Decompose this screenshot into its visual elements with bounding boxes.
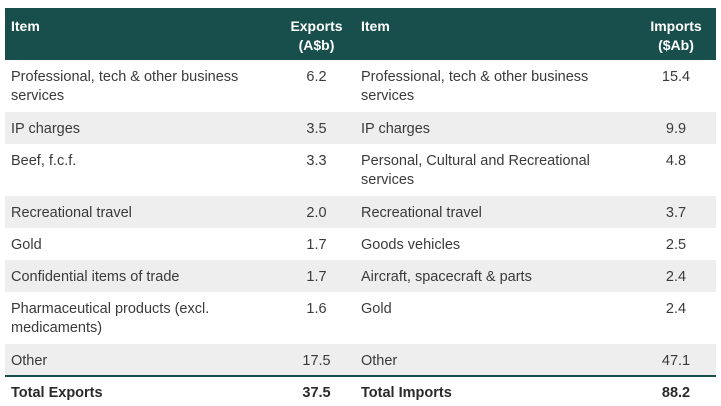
header-export-item: Item	[5, 8, 278, 60]
table-row: Pharmaceutical products (excl. medicamen…	[5, 292, 716, 344]
table-row: Recreational travel 2.0 Recreational tra…	[5, 196, 716, 228]
table-row: IP charges 3.5 IP charges 9.9	[5, 112, 716, 144]
import-item: Gold	[355, 292, 636, 344]
export-item: Professional, tech & other business serv…	[5, 60, 278, 112]
table-row: Confidential items of trade 1.7 Aircraft…	[5, 260, 716, 292]
trade-table-container: Item Exports (A$b) Item Imports ($Ab) Prof…	[5, 8, 716, 405]
import-value: 2.4	[636, 260, 716, 292]
import-value: 3.7	[636, 196, 716, 228]
import-value: 47.1	[636, 344, 716, 376]
export-value: 1.7	[278, 228, 355, 260]
export-value: 6.2	[278, 60, 355, 112]
export-item: Beef, f.c.f.	[5, 144, 278, 196]
total-imports-value: 88.2	[636, 375, 716, 405]
total-exports-value: 37.5	[278, 375, 355, 405]
table-row: Beef, f.c.f. 3.3 Personal, Cultural and …	[5, 144, 716, 196]
export-item: Pharmaceutical products (excl. medicamen…	[5, 292, 278, 344]
header-import-item: Item	[355, 8, 636, 60]
table-row: Gold 1.7 Goods vehicles 2.5	[5, 228, 716, 260]
export-item: Confidential items of trade	[5, 260, 278, 292]
total-exports-label: Total Exports	[5, 375, 278, 405]
export-value: 17.5	[278, 344, 355, 376]
header-row: Item Exports (A$b) Item Imports ($Ab)	[5, 8, 716, 60]
total-imports-label: Total Imports	[355, 375, 636, 405]
header-exports-unit: (A$b)	[298, 37, 335, 53]
import-item: Recreational travel	[355, 196, 636, 228]
export-item: IP charges	[5, 112, 278, 144]
import-item: Personal, Cultural and Recreational serv…	[355, 144, 636, 196]
import-item: IP charges	[355, 112, 636, 144]
header-imports-label: Imports	[650, 18, 702, 34]
export-value: 2.0	[278, 196, 355, 228]
import-value: 2.4	[636, 292, 716, 344]
export-value: 3.3	[278, 144, 355, 196]
header-exports: Exports (A$b)	[278, 8, 355, 60]
total-row: Total Exports 37.5 Total Imports 88.2	[5, 375, 716, 405]
table-row: Other 17.5 Other 47.1	[5, 344, 716, 376]
import-value: 9.9	[636, 112, 716, 144]
export-item: Gold	[5, 228, 278, 260]
trade-table: Item Exports (A$b) Item Imports ($Ab) Prof…	[5, 8, 716, 405]
export-value: 1.6	[278, 292, 355, 344]
header-imports: Imports ($Ab)	[636, 8, 716, 60]
export-item: Recreational travel	[5, 196, 278, 228]
table-row: Professional, tech & other business serv…	[5, 60, 716, 112]
export-value: 1.7	[278, 260, 355, 292]
import-item: Other	[355, 344, 636, 376]
import-value: 15.4	[636, 60, 716, 112]
import-item: Professional, tech & other business serv…	[355, 60, 636, 112]
import-item: Goods vehicles	[355, 228, 636, 260]
export-value: 3.5	[278, 112, 355, 144]
export-item: Other	[5, 344, 278, 376]
header-imports-unit: ($Ab)	[658, 37, 694, 53]
import-value: 4.8	[636, 144, 716, 196]
import-item: Aircraft, spacecraft & parts	[355, 260, 636, 292]
table-header: Item Exports (A$b) Item Imports ($Ab)	[5, 8, 716, 60]
table-body: Professional, tech & other business serv…	[5, 60, 716, 405]
header-exports-label: Exports	[290, 18, 343, 34]
import-value: 2.5	[636, 228, 716, 260]
